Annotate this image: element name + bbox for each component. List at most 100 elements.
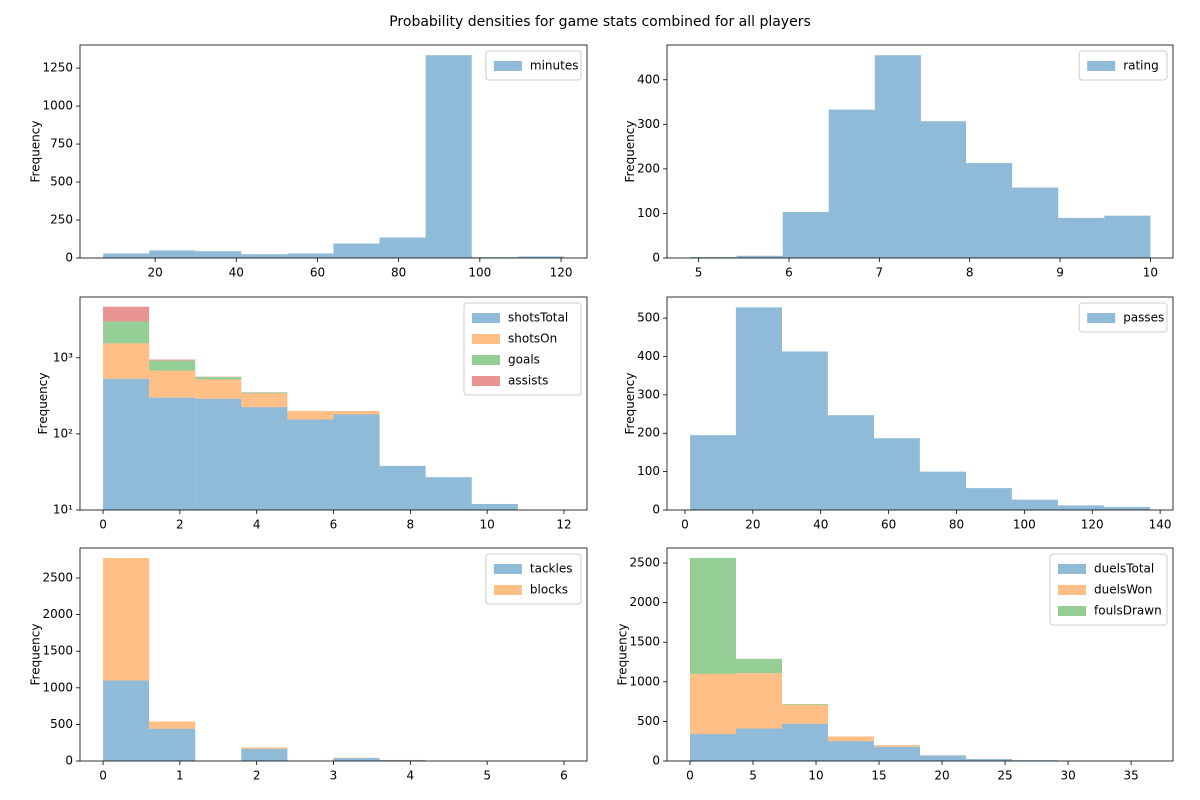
x-tick-label: 60	[881, 518, 896, 532]
y-tick-label: 0	[65, 251, 73, 265]
y-tick-label: 500	[637, 311, 660, 325]
legend-label: blocks	[530, 583, 568, 597]
x-tick-label: 5	[483, 769, 491, 783]
axes-frame	[79, 44, 588, 259]
legend-box	[485, 50, 582, 81]
legend-label: foulsDrawn	[1094, 604, 1162, 618]
x-tick-label: 4	[406, 769, 414, 783]
y-axis-label: Frequency	[29, 624, 43, 686]
bar	[333, 758, 380, 761]
x-tick-label: 10	[808, 769, 823, 783]
bar	[241, 254, 288, 258]
x-tick-label: 0	[99, 769, 107, 783]
bar	[966, 163, 1013, 258]
bar	[782, 703, 828, 705]
x-tick-label: 30	[1060, 769, 1075, 783]
bar	[828, 741, 874, 761]
bar	[874, 438, 920, 510]
bar	[1103, 506, 1150, 510]
bar	[920, 121, 967, 258]
y-axis-label: Frequency	[36, 373, 50, 435]
bar	[287, 411, 334, 420]
legend-swatch	[1087, 313, 1116, 323]
bar	[333, 411, 380, 415]
bar	[874, 746, 920, 761]
x-tick-label: 10	[479, 518, 494, 532]
bar	[690, 435, 736, 510]
bar	[103, 378, 150, 510]
y-axis-label: Frequency	[623, 121, 637, 183]
bar	[149, 721, 196, 729]
y-tick-label: 100	[637, 206, 660, 220]
y-tick-label: 300	[637, 387, 660, 401]
y-tick-label: 2500	[42, 571, 73, 585]
legend-label: duelsWon	[1094, 583, 1152, 597]
axes-frame	[666, 296, 1174, 511]
bar	[195, 398, 242, 510]
bar	[241, 393, 288, 408]
y-tick-label: 0	[652, 754, 660, 768]
bar	[149, 250, 196, 258]
bar	[241, 407, 288, 510]
legend-swatch	[472, 313, 500, 323]
bar	[1058, 217, 1105, 258]
x-tick-label: 10	[1143, 266, 1158, 280]
legend-label: shotsOn	[508, 332, 557, 346]
bar	[690, 257, 737, 258]
y-tick-label: 100	[637, 464, 660, 478]
plot-area	[103, 306, 518, 510]
legend-swatch	[493, 564, 522, 574]
legend-label: goals	[508, 353, 540, 367]
bar	[782, 723, 828, 761]
bar	[782, 351, 828, 510]
bar	[690, 673, 736, 735]
bar	[241, 748, 288, 761]
y-tick-label: 400	[637, 72, 660, 86]
y-tick-label: 10¹	[53, 503, 73, 517]
bar	[379, 760, 426, 761]
y-tick-label: 1500	[42, 644, 73, 658]
bar	[195, 251, 242, 258]
bar	[1012, 187, 1059, 258]
x-tick-label: 6	[560, 769, 568, 783]
bar	[103, 253, 150, 258]
bar	[471, 503, 518, 510]
x-tick-label: 0	[99, 518, 107, 532]
y-tick-label: 500	[637, 714, 660, 728]
y-tick-label: 300	[637, 117, 660, 131]
legend-label: tackles	[530, 562, 573, 576]
figure-title: Probability densities for game stats com…	[389, 14, 811, 30]
bar	[690, 734, 736, 761]
bar	[241, 392, 288, 394]
y-tick-label: 1000	[42, 680, 73, 694]
bar	[1057, 505, 1104, 510]
axes-frame	[666, 547, 1174, 762]
legend-label: minutes	[530, 59, 579, 73]
legend-box	[1078, 302, 1168, 333]
legend-swatch	[472, 376, 500, 386]
x-tick-label: 140	[1149, 518, 1172, 532]
x-tick-label: 80	[391, 266, 406, 280]
x-tick-label: 5	[695, 266, 703, 280]
bar	[874, 745, 920, 747]
bar	[149, 397, 196, 510]
x-tick-label: 25	[997, 769, 1012, 783]
y-tick-label: 0	[652, 251, 660, 265]
y-tick-label: 200	[637, 161, 660, 175]
legend-swatch	[1058, 585, 1086, 595]
bar	[425, 477, 472, 510]
x-tick-label: 2	[253, 769, 261, 783]
bar	[828, 736, 874, 742]
legend-label: rating	[1123, 59, 1159, 73]
bar	[149, 359, 196, 361]
y-tick-label: 500	[50, 717, 73, 731]
legend-label: duelsTotal	[1094, 562, 1154, 576]
y-tick-label: 750	[50, 137, 73, 151]
bar	[1104, 215, 1151, 258]
x-tick-label: 1	[176, 769, 184, 783]
y-tick-label: 250	[50, 213, 73, 227]
x-tick-label: 20	[147, 266, 162, 280]
bar	[149, 370, 196, 398]
bar	[735, 307, 783, 510]
